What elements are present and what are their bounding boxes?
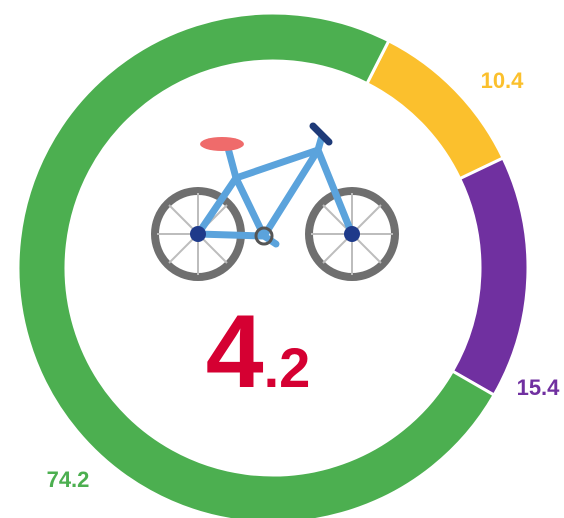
value-label: 10.4 xyxy=(481,68,525,93)
donut-segment xyxy=(450,155,530,398)
center-decimal: .2 xyxy=(264,336,311,399)
center-value: 4.2 xyxy=(206,294,311,410)
donut xyxy=(16,11,530,518)
donut-segment xyxy=(16,11,497,518)
center-integer: 4 xyxy=(206,294,264,410)
value-label: 15.4 xyxy=(517,375,561,400)
donut-segment xyxy=(364,38,506,181)
bicycle-icon xyxy=(151,122,399,281)
value-label: 74.2 xyxy=(47,467,90,492)
